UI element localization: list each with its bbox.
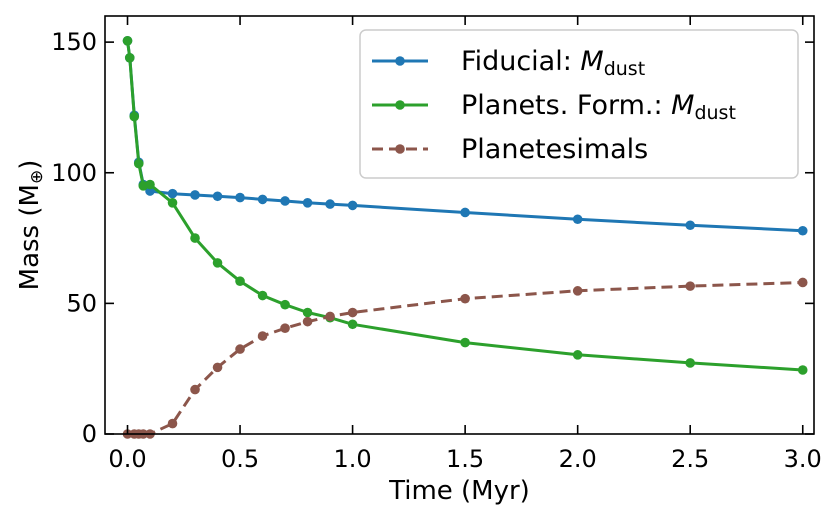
data-point	[280, 299, 290, 310]
legend-box	[359, 29, 799, 179]
y-axis-label-close: )	[15, 160, 45, 170]
data-point	[257, 194, 268, 205]
x-tick-label: 3.0	[784, 445, 822, 473]
y-tick-label: 100	[51, 159, 97, 187]
x-tick-label: 0.5	[221, 445, 259, 473]
y-tick-label: 150	[51, 28, 97, 56]
x-tick-label: 1.5	[446, 445, 484, 473]
series-2	[122, 277, 808, 439]
data-point	[145, 179, 155, 190]
data-point	[212, 362, 223, 373]
x-tick-label: 2.0	[559, 445, 597, 473]
y-tick-label: 50	[66, 289, 97, 317]
x-axis-label: Time (Myr)	[388, 476, 530, 506]
data-point	[797, 225, 808, 236]
data-point	[797, 277, 808, 288]
legend-label-subscript: dust	[604, 58, 645, 80]
x-tick-label: 0.0	[108, 445, 146, 473]
data-point	[129, 111, 140, 122]
data-point	[302, 307, 313, 318]
data-point	[325, 311, 335, 322]
data-point	[190, 233, 200, 243]
data-point	[302, 197, 313, 208]
y-axis-label: Mass (M⊕)	[15, 160, 47, 291]
data-point	[572, 286, 583, 296]
legend-label-math: M	[671, 90, 694, 121]
data-point	[572, 350, 583, 360]
data-point	[167, 188, 178, 199]
data-point	[302, 316, 313, 327]
data-point	[212, 258, 223, 268]
legend-item: Planets. Form.: Mdust	[372, 90, 736, 124]
data-point	[167, 197, 178, 208]
x-tick-label: 2.5	[671, 445, 709, 473]
data-point	[347, 307, 358, 318]
data-point	[212, 191, 223, 202]
y-tick-label: 0	[82, 420, 97, 448]
legend-marker	[395, 56, 405, 66]
data-point	[460, 207, 470, 218]
data-point	[257, 290, 268, 301]
legend-label-subscript: dust	[694, 102, 735, 124]
data-point	[797, 365, 808, 375]
y-axis-label-symbol: ⊕	[27, 170, 47, 184]
data-point	[280, 196, 290, 206]
data-point	[190, 384, 200, 395]
data-point	[685, 220, 696, 231]
data-point	[347, 200, 358, 211]
legend-label: Fiducial: Mdust	[461, 46, 645, 80]
legend-item: Planetesimals	[372, 134, 648, 165]
data-point	[133, 158, 144, 169]
legend-marker	[395, 100, 405, 110]
legend-label-text: Planetesimals	[461, 134, 648, 165]
legend-label-text: Fiducial:	[461, 46, 580, 77]
data-point	[460, 293, 470, 304]
data-point	[572, 214, 583, 225]
legend-marker	[395, 144, 405, 154]
legend-label-text: Planets. Form.:	[461, 90, 671, 121]
legend-label: Planets. Form.: Mdust	[461, 90, 736, 124]
data-point	[235, 344, 245, 354]
ticks-layer: 0.0 0.5 1.0 1.5 2.0 2.5 3.0 0 50 100 150	[51, 16, 822, 473]
data-point	[685, 358, 696, 368]
data-point	[122, 36, 133, 46]
data-point	[235, 192, 245, 203]
series-1	[122, 36, 808, 375]
data-point	[685, 281, 696, 291]
data-point	[235, 276, 245, 286]
data-point	[347, 319, 358, 330]
data-point	[257, 331, 268, 341]
data-point	[190, 190, 200, 200]
data-point	[167, 418, 178, 429]
data-point	[325, 199, 335, 209]
data-point	[460, 337, 470, 348]
data-point	[124, 53, 135, 63]
plot-frame	[104, 15, 815, 435]
series-layer	[122, 36, 808, 439]
series-line	[127, 281, 803, 436]
x-tick-label: 1.0	[334, 445, 372, 473]
legend-label-math: M	[580, 46, 603, 77]
legend-label: Planetesimals	[461, 134, 648, 165]
legend-item: Fiducial: Mdust	[372, 46, 645, 80]
data-point	[280, 323, 290, 333]
y-axis-label-text: Mass (M	[15, 184, 45, 290]
